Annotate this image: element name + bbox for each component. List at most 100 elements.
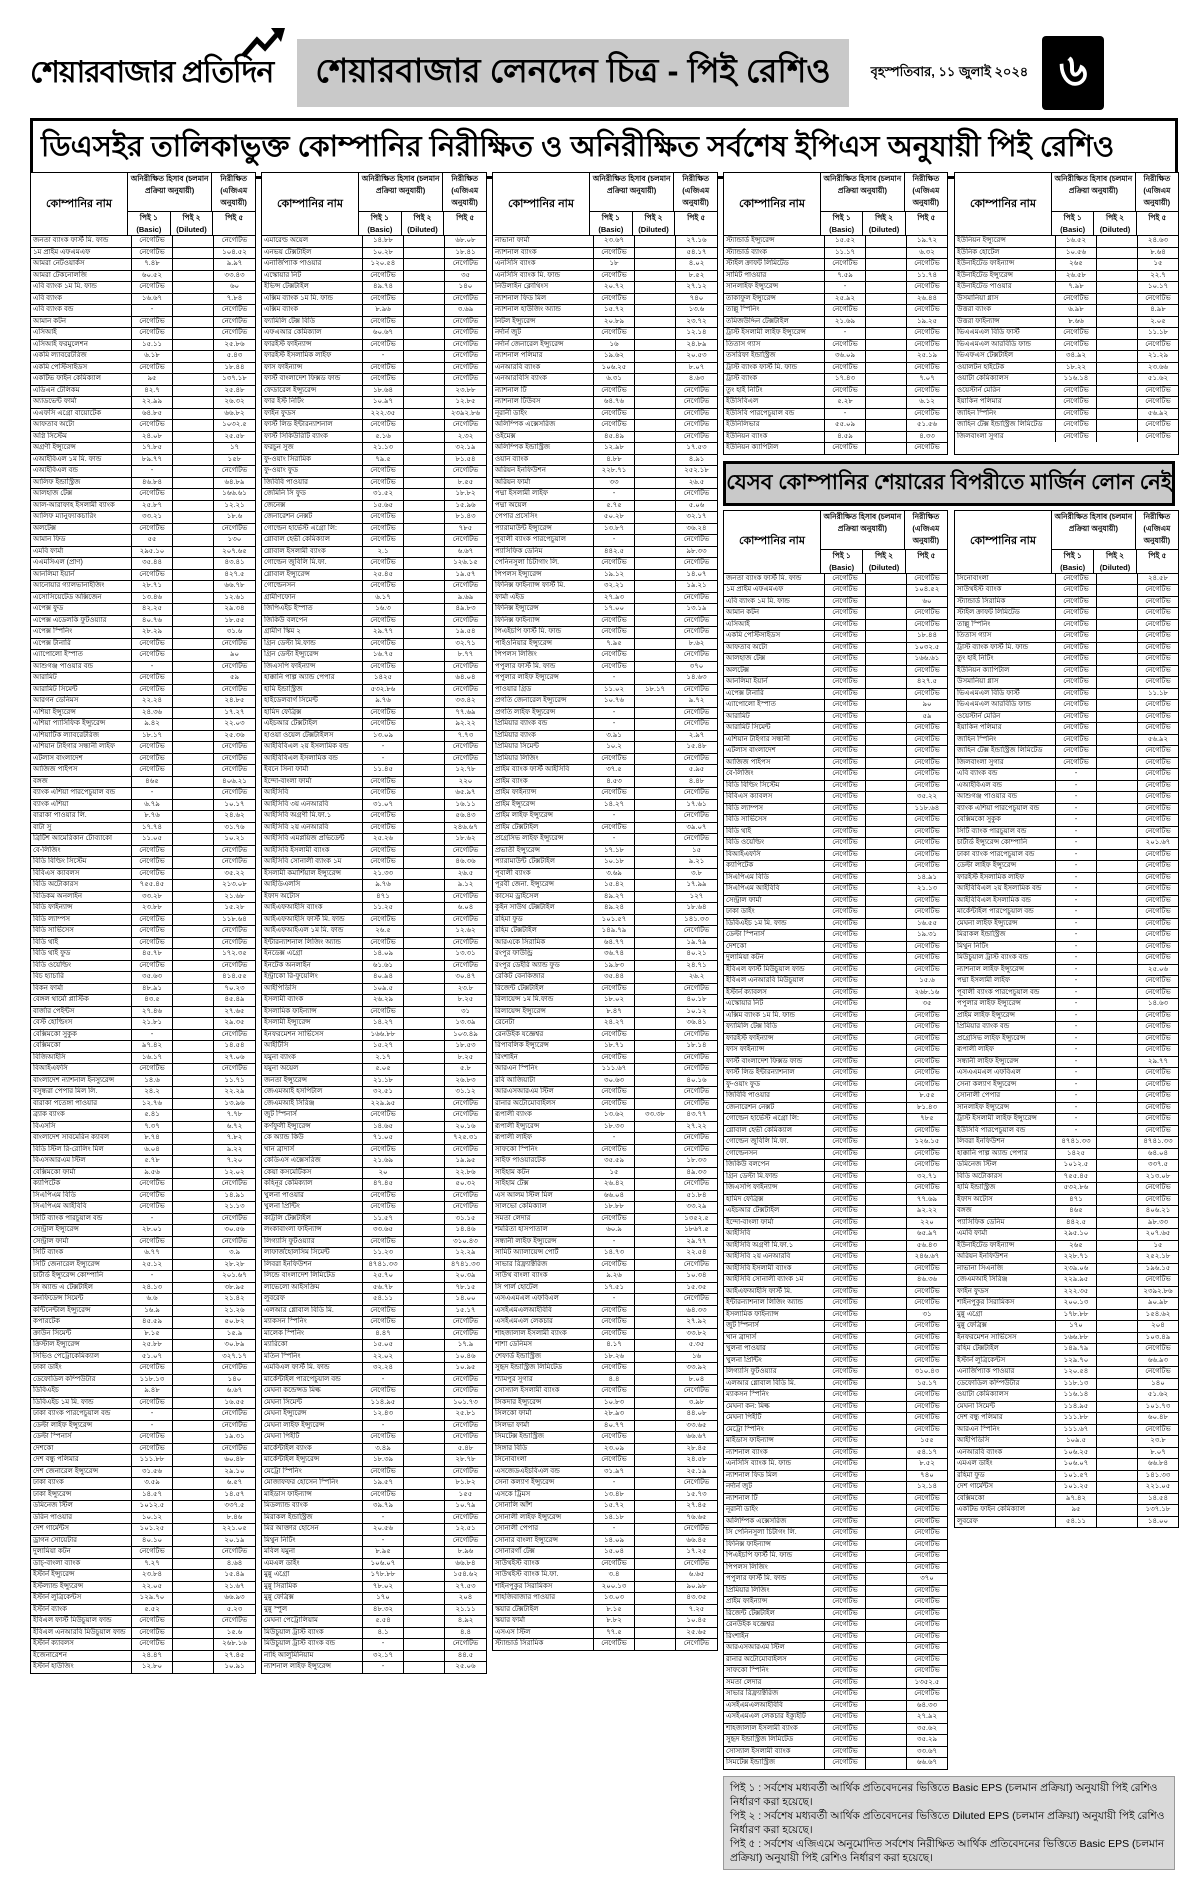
cell-pe2	[404, 1294, 445, 1305]
table-row: হামি ইন্ডাস্ট্রিজ ৫৩২.৮৬ নেগেটিভ	[955, 1183, 1178, 1195]
cell-pe1: নেগেটিভ	[825, 792, 866, 803]
cell-pe5: ২২০	[458, 777, 473, 785]
cell-pe5: ৫৬.৯২	[1147, 735, 1169, 743]
table-row: আরগন ডেনিমস ২২.২৪ ২৪.৮৫	[31, 696, 255, 708]
cell-pe5: ১০৪.৫২	[914, 586, 940, 593]
cell-pe1: নেগেটিভ	[363, 420, 404, 431]
cell-company: আলহাজ টেক্স	[724, 654, 825, 665]
cell-company: এশিয়ান টাইগার সন্ধানী	[724, 734, 825, 745]
cell-pe5: ১৮.৮২	[455, 490, 476, 497]
cell-pe2	[404, 1305, 445, 1316]
cell-company: এসজেডএইচবিএল বন্ড	[493, 1466, 594, 1477]
table-row: বঙ্গজ ৪৬৫ ৪০৬.২১	[955, 1206, 1178, 1218]
table-row: হামিদ ফেব্রিক্স নেগেটিভ ৭৭.৬৯	[262, 707, 486, 719]
cell-pe2	[1097, 964, 1138, 975]
cell-pe2	[635, 696, 676, 707]
cell-pe5: নেগেটিভ	[914, 1184, 940, 1191]
cell-pe1: ১৬	[594, 339, 635, 350]
table-row: বিডি থাই ফুড ৪৫.৭৮ ১৭২.৩৫	[31, 949, 255, 961]
cell-pe5: ১১.১৮	[1147, 329, 1169, 336]
table-row: ফার্স্ট বাংলাদেশ ফিক্সড ফান্ড নেগেটিভ নেগে…	[724, 1056, 947, 1068]
cell-company: ম্যাকসন স্পিনিং	[724, 1390, 825, 1401]
cell-pe5: ৩১.১২	[455, 1088, 476, 1095]
cell-pe1: ১১১.৬৭	[594, 1064, 635, 1075]
cell-company: ইউনিক হোটেল	[955, 247, 1056, 258]
cell-pe2	[1097, 826, 1138, 837]
cell-pe5: ২৭.৯২	[916, 1713, 938, 1720]
cell-pe1: নেগেটিভ	[1056, 700, 1097, 711]
cell-pe2	[866, 1597, 907, 1608]
cell-pe1: ৪.১৭	[594, 1340, 635, 1351]
cell-pe2	[404, 1225, 445, 1236]
cell-company: শাশা ডেনিমস	[493, 1340, 594, 1351]
cell-pe5: ৮.৫২	[919, 1460, 935, 1467]
cell-company: এআইবিএল ১ম মি. ফান্ড	[31, 454, 132, 465]
cell-pe2	[173, 903, 214, 914]
table-row: এটলাস বাংলাদেশ নেগেটিভ নেগেটিভ	[31, 753, 255, 765]
cell-pe5: নেগেটিভ	[452, 352, 479, 359]
cell-pe2	[635, 995, 676, 1006]
cell-company: বিডি অটোকারস	[955, 1171, 1056, 1182]
cell-pe5: নেগেটিভ	[1145, 1368, 1171, 1375]
cell-pe1: নেগেটিভ	[825, 1010, 866, 1021]
table-row: মিউচুয়াল ট্রাস্ট ব্যাংক বন্ড - নেগেটিভ	[955, 953, 1178, 965]
table-row: প্রাইম ইন্স্যুরেন্স ১৪.২৭ ১৭.৬১	[493, 799, 717, 811]
table-row: রিজেন্ট টেক্সটাইল নেগেটিভ নেগেটিভ	[493, 983, 717, 995]
cell-pe2	[173, 374, 214, 385]
cell-company: মুন্নু এগ্রো	[262, 1570, 363, 1581]
cell-pe5: নেগেটিভ	[452, 1191, 479, 1199]
table-row: এনসিসি ব্যাংক ১৮ ৪.০২	[493, 259, 717, 271]
table-row: দুলামিয়া কটন নেগেটিভ নেগেটিভ	[31, 1547, 255, 1559]
cell-pe5: ২৬.২	[688, 973, 705, 980]
cell-company: অলটেক্স	[31, 523, 132, 534]
cell-company: সানলাইফ ইন্স্যুরেন্স	[724, 282, 825, 293]
table-row: এআইবিএল ১ম মি. ফান্ড ৮৯.৭৭ ১৫৮	[31, 454, 255, 466]
cell-company: বিডিকম অনলাইন	[31, 891, 132, 902]
cell-company: পিপলস লিজিং	[724, 1562, 825, 1573]
table-row: ড্রাগন সোয়েটার ৪০.১০ ২০.১৯	[31, 1535, 255, 1547]
cell-pe2	[1097, 987, 1138, 998]
cell-company: জিবিবি পাওয়ার	[262, 477, 363, 488]
cell-pe1: ২৩.০৯	[594, 1443, 635, 1454]
table-row: শেফার্ড ইন্ডাস্ট্রিজ ১৮.২৬ ১৬	[493, 1351, 717, 1363]
cell-pe1: নেগেটিভ	[132, 1363, 173, 1374]
cell-pe5: নেগেটিভ	[1145, 1080, 1171, 1088]
cell-company: বেক্সিমকো	[31, 1041, 132, 1052]
cell-pe1: নেগেটিভ	[132, 753, 173, 764]
table-row: শাহজালাল ইসলামী ব্যাংক নেগেটিভ ৩৩.৮২	[493, 1328, 717, 1340]
cell-company: ডিবিএইচ	[31, 1386, 132, 1397]
table-row: ইয়াকিন পলিমার নেগেটিভ নেগেটিভ	[955, 397, 1178, 409]
cell-pe5: ৬.৩২	[919, 248, 935, 256]
cell-company: ফারইস্ট ফাইন্যান্স	[724, 1033, 825, 1044]
cell-pe5: ২৫২.১৮	[684, 467, 709, 474]
cell-pe1: নেগেটিভ	[825, 1551, 866, 1562]
cell-pe5: ৭৮৫	[920, 1115, 934, 1122]
cell-pe2	[635, 1581, 676, 1592]
cell-pe2	[866, 1436, 907, 1447]
cell-company: সোনালি আঁশ	[493, 1501, 594, 1512]
table-row: আইসিবি ৩য় এনআরবি ৩১.০৭ ১৬.১১	[262, 799, 486, 811]
cell-company: মিথুন নিটিং	[955, 941, 1056, 952]
cell-pe2	[404, 868, 445, 879]
cell-company: গ্লোবাল হেভী কেমিক্যাল	[262, 535, 363, 546]
table-row: মাইডাস ফাইন্যান্স নেগেটিভ ১৫৫	[724, 1436, 947, 1448]
cell-pe5: ১৭	[229, 444, 240, 451]
cell-pe5: ২.০৫	[1150, 317, 1166, 325]
cell-pe1: ৫০.২৮	[594, 512, 635, 523]
cell-pe5: নেগেটিভ	[452, 961, 479, 969]
cell-company: জাহিন টেক্স ইন্ডাস্ট্রিজ লিমিটেড	[955, 746, 1056, 757]
cell-pe5: নেগেটিভ	[914, 942, 940, 950]
table-row: এনআরবিসি ব্যাংক ৬.৩১ ৪.৬৩	[493, 374, 717, 386]
cell-company: সাউথইস্ট ব্যাংক	[955, 585, 1056, 596]
cell-company: মেঘনা কন: মিল্ক	[724, 1401, 825, 1412]
cell-pe1: নেগেটিভ	[825, 1160, 866, 1171]
cell-pe5: নেগেটিভ	[221, 639, 248, 647]
cell-pe2	[173, 868, 214, 879]
cell-company: এআইবিএল বন্ড	[955, 780, 1056, 791]
cell-pe5: নেগেটিভ	[1145, 770, 1171, 777]
cell-pe1: ৪০.১০	[132, 1535, 173, 1546]
cell-pe2	[404, 1650, 445, 1661]
table-row: এবি ব্যাংক ১৬.৬৭ ৭.৮৪	[31, 293, 255, 305]
cell-pe1: ২৭.৯৩	[594, 592, 635, 603]
cell-pe1: ৫.১৬	[363, 431, 404, 442]
